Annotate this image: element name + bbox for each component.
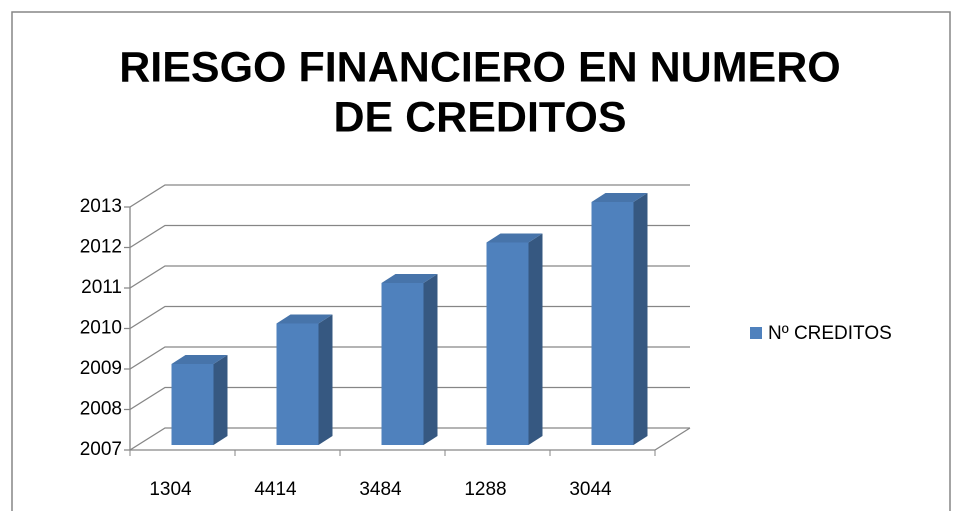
y-tick-label: 2010 (80, 318, 122, 339)
bar-side (318, 314, 333, 445)
grid-line (124, 224, 690, 249)
y-tick-label: 2008 (80, 399, 122, 420)
bar-side (633, 193, 648, 445)
bar-top (591, 193, 648, 202)
x-tick-label: 1288 (464, 479, 506, 500)
y-tick-label: 2012 (80, 237, 122, 258)
x-tick-label: 3044 (569, 479, 612, 500)
grid-line (124, 265, 690, 289)
bar-side (528, 233, 543, 445)
bar-top (171, 355, 228, 364)
bar-top (276, 314, 333, 324)
bar-top (381, 274, 438, 283)
y-tick-label: 2013 (80, 196, 122, 217)
y-tick-label: 2007 (80, 439, 122, 460)
bar (276, 323, 319, 445)
bar-side (423, 274, 438, 445)
bar-top (486, 233, 543, 243)
bar (591, 202, 634, 445)
grid-line (124, 184, 690, 208)
bar (171, 364, 214, 445)
bar (381, 283, 424, 445)
chart-title: RIESGO FINANCIERO EN NUMERO (119, 43, 841, 91)
legend-swatch (750, 327, 762, 339)
chart-title: DE CREDITOS (333, 93, 626, 141)
y-tick-label: 2009 (80, 358, 122, 379)
bar-side (213, 355, 228, 445)
x-tick-label: 4414 (254, 479, 297, 500)
y-tick-label: 2011 (81, 277, 122, 298)
x-tick-label: 1304 (149, 479, 192, 500)
legend-label: Nº CREDITOS (768, 323, 892, 344)
x-tick-label: 3484 (359, 479, 402, 500)
bar (486, 242, 529, 445)
